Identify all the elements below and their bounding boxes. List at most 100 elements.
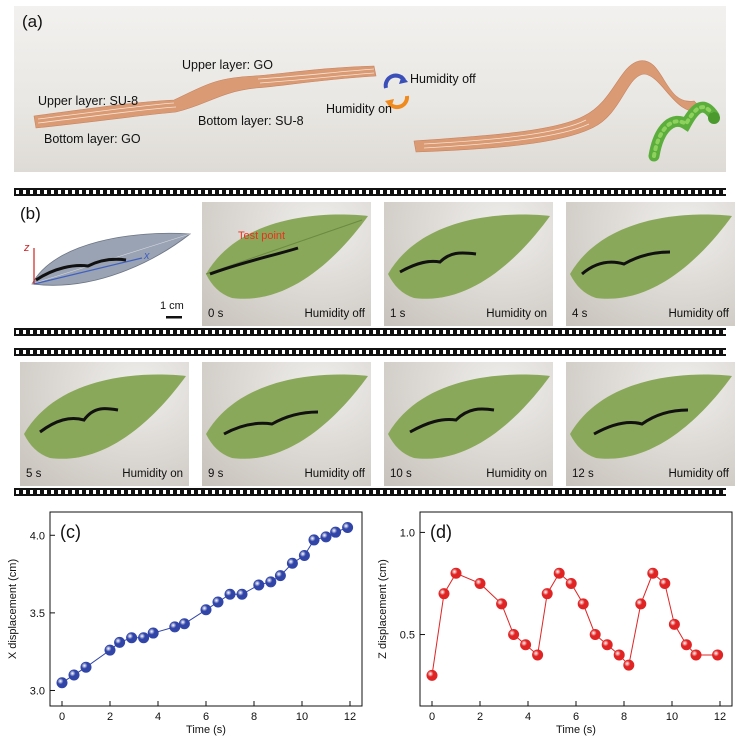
leaf-photo [570,214,732,299]
frame-9s: 9 s Humidity off [202,362,371,486]
data-point [577,598,589,610]
humidity-cycle-icon [383,73,410,110]
frame-state: Humidity off [668,308,729,320]
data-point [601,639,613,651]
label-upper-su8: Upper layer: SU-8 [38,94,139,108]
film-strip-top-2 [14,348,726,356]
leaf-photo [24,374,186,459]
leaf-schematic: (b) z x 1 cm [14,202,196,326]
leaf-photo [388,374,550,459]
data-point [668,618,680,630]
label-bottom-go: Bottom layer: GO [44,132,141,146]
data-point [532,649,544,661]
frame-state: Humidity on [486,308,547,320]
data-point [56,677,68,689]
frame-0s: Test point 0 s Humidity off [202,202,371,326]
x-tick-label: 12 [714,711,726,723]
data-point [147,627,159,639]
data-point [308,534,320,546]
data-point [104,644,116,656]
data-point [200,604,212,616]
test-point-label: Test point [238,230,286,242]
x-tick-label: 0 [59,711,65,723]
frame-4s: 4 s Humidity off [566,202,735,326]
scale-bar-label: 1 cm [160,300,184,312]
data-point [320,531,332,543]
data-point [212,596,224,608]
frame-state: Humidity on [122,468,183,480]
y-tick-label: 0.5 [400,630,415,642]
data-point [659,577,671,589]
y-tick-label: 4.0 [30,530,45,542]
film-strip-top-1 [14,188,726,196]
leaf-photo [205,214,368,299]
y-axis-label: Z displacement (cm) [377,559,389,659]
frame-10s: 10 s Humidity on [384,362,553,486]
data-point [236,588,248,600]
frame-5s: 5 s Humidity on [20,362,189,486]
data-point [635,598,647,610]
data-point [80,661,92,673]
panel-letter: (c) [60,522,81,542]
frame-time: 1 s [390,308,406,320]
y-tick-label: 1.0 [400,527,415,539]
frame-time: 12 s [572,468,594,480]
data-point [138,632,150,644]
panel-a-letter: (a) [22,12,43,31]
plot-frame [419,511,733,707]
data-point [178,618,190,630]
x-tick-label: 12 [344,711,356,723]
data-point [426,669,438,681]
panel-letter: (d) [430,522,452,542]
data-point [274,570,286,582]
y-tick-label: 3.0 [30,685,45,697]
data-point [126,632,138,644]
data-point [474,577,486,589]
chart-c: 0 2 4 6 8 10 12 3.0 3.5 4.0 Time (s) X displacement… [7,511,363,736]
panel-b-letter: (b) [20,204,41,223]
y-tick-label: 3.5 [30,608,45,620]
data-point [690,649,702,661]
leaf-photo [388,214,550,299]
data-point [265,576,277,588]
x-tick-label: 8 [621,711,627,723]
frame-12s: 12 s Humidity off [566,362,735,486]
frame-time: 9 s [208,468,224,480]
data-point [613,649,625,661]
x-tick-label: 10 [296,711,308,723]
data-point [680,639,692,651]
frame-state: Humidity off [304,468,365,480]
frame-state: Humidity off [668,468,729,480]
data-point [342,522,354,534]
data-point [253,579,265,591]
film-strip-bottom-1 [14,328,726,336]
x-tick-label: 8 [251,711,257,723]
frame-state: Humidity off [304,308,365,320]
frame-1s: 1 s Humidity on [384,202,553,326]
frame-time: 4 s [572,308,588,320]
label-humidity-off: Humidity off [410,72,476,86]
x-tick-label: 10 [666,711,678,723]
data-point [508,629,520,641]
x-axis-label: Time (s) [556,724,596,736]
data-point [520,639,532,651]
data-point [224,588,236,600]
data-point [589,629,601,641]
data-point [712,649,724,661]
panel-a-illustration [33,60,720,162]
data-point [68,669,80,681]
frame-time: 0 s [208,308,224,320]
x-tick-label: 4 [525,711,531,723]
leaf-photo [570,374,732,459]
frame-state: Humidity on [486,468,547,480]
x-tick-label: 6 [573,711,579,723]
data-point [330,526,342,538]
x-tick-label: 6 [203,711,209,723]
x-tick-label: 4 [155,711,161,723]
chart-d: 0 2 4 6 8 10 12 0.5 1.0 Time (s) Z displacement (c… [377,511,733,736]
axis-x-label: x [144,250,150,262]
y-axis-label: X displacement (cm) [7,559,19,659]
data-point [169,621,181,633]
data-point [438,588,450,600]
data-point [496,598,508,610]
